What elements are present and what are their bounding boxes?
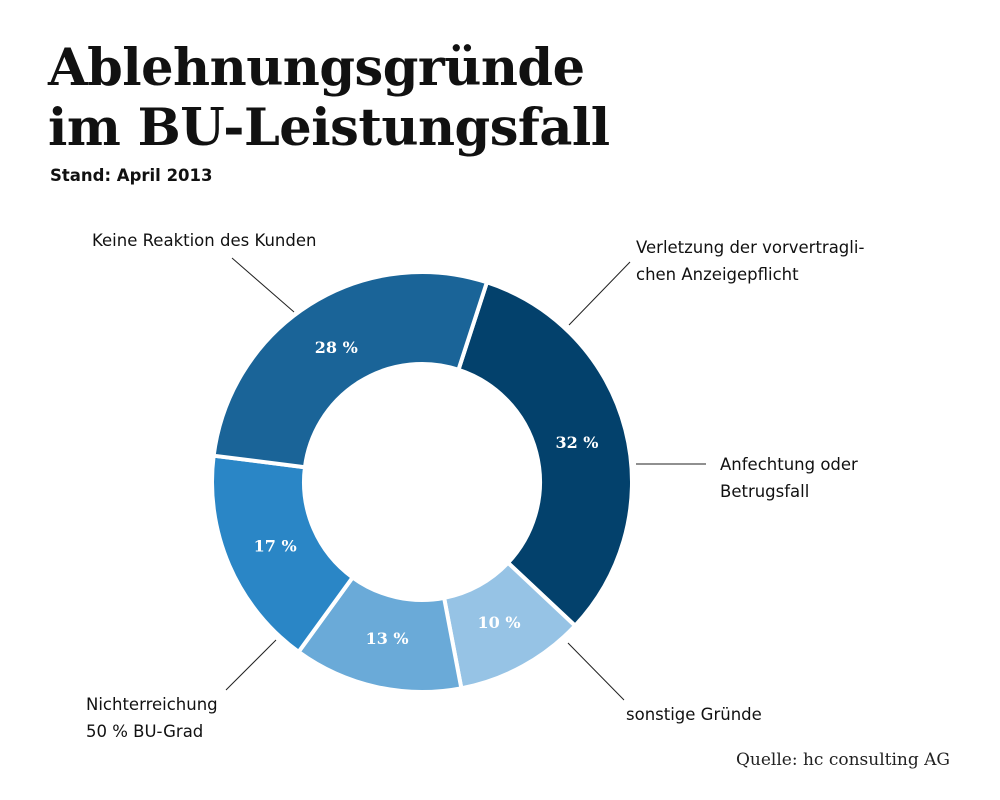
chart-title: Ablehnungsgründe im BU-Leistungsfall [48,38,610,158]
source-note: Quelle: hc consulting AG [735,750,950,770]
slice-value-label: 17 % [254,537,297,556]
slice-value-label: 10 % [478,613,521,632]
category-label: Keine Reaktion des Kunden [92,231,316,250]
category-label: Verletzung der vorvertragli-chen Anzeige… [636,238,864,284]
donut-slice [210,453,356,655]
donut-slice [455,279,634,629]
category-label: Anfechtung oder Betrugsfall [720,455,858,501]
chart-subtitle: Stand: April 2013 [50,166,213,185]
leader-line [567,642,625,701]
donut-slice [211,270,490,470]
slice-value-label: 32 % [555,433,598,452]
slice-value-label: 28 % [315,338,358,357]
category-label: Nichterreichung 50 % BU-Grad [86,695,218,741]
slice-value-label: 13 % [366,629,409,648]
category-label: sonstige Gründe [626,705,762,724]
chart-title-line-1: Ablehnungsgründe [48,38,585,98]
leader-line [568,261,631,326]
leader-line [231,257,295,313]
leader-line [225,639,277,691]
chart-title-line-2: im BU-Leistungsfall [48,98,610,158]
